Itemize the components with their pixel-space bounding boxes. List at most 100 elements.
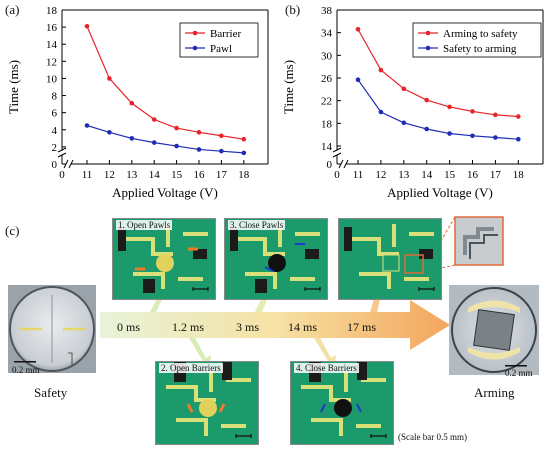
axis-break-mark	[332, 147, 342, 153]
x-tick-label: 13	[126, 169, 138, 181]
data-point	[516, 136, 521, 142]
y-tick-label: 12	[46, 56, 57, 68]
data-point	[219, 133, 224, 139]
y-tick-label: 4	[52, 125, 58, 137]
y-tick-label: 18	[46, 5, 58, 17]
data-point	[151, 117, 157, 122]
x-axis-label: Applied Voltage (V)	[387, 185, 493, 200]
data-point	[401, 120, 407, 126]
time-label-4: 17 ms	[347, 320, 377, 334]
x-tick-label: 16	[467, 169, 479, 181]
x-tick-label: 18	[238, 169, 250, 181]
legend-marker	[192, 30, 198, 36]
legend-label: Barrier	[210, 28, 241, 40]
y-tick-label: 8	[52, 91, 58, 103]
x-tick-label: 11	[82, 169, 93, 181]
data-point	[447, 104, 452, 110]
micrograph-armed	[338, 218, 442, 300]
safety-label: Safety	[34, 385, 68, 400]
data-point	[129, 100, 135, 106]
branch-arrow-4	[314, 338, 336, 368]
axis-break-mark	[338, 159, 344, 169]
x-tick-label: 14	[421, 169, 433, 181]
x-tick-label: 16	[194, 169, 206, 181]
data-point	[493, 135, 498, 140]
y-tick-label: 16	[46, 22, 58, 34]
y-tick-label: 30	[321, 50, 333, 62]
y-axis-label: Time (ms)	[281, 60, 296, 114]
x-tick-label: 15	[444, 169, 456, 181]
axis-break-mark	[57, 147, 67, 153]
data-point	[241, 150, 247, 156]
chart-b: 0 14 18 22 26 30 34 38 0 11 12 13 14 15 16 17 18 Applied …	[281, 5, 544, 200]
legend-marker	[425, 45, 431, 51]
series-line	[357, 28, 519, 118]
y-tick-label: 14	[321, 141, 333, 153]
y-tick-label: 18	[321, 118, 333, 130]
y-tick-label: 0	[52, 159, 58, 171]
micrograph-open-barriers: 2. Open Barriers	[155, 361, 259, 445]
data-point	[151, 140, 157, 145]
panel-a-letter: (a)	[5, 2, 20, 17]
legend-box	[179, 22, 259, 58]
time-label-1: 1.2 ms	[172, 320, 205, 334]
data-point	[424, 126, 429, 132]
time-label-2: 3 ms	[236, 320, 260, 334]
series-line	[86, 124, 244, 154]
y-tick-label: 34	[321, 28, 333, 40]
legend-label: Pawl	[210, 43, 232, 55]
safety-scale-text: 0.2 mm	[12, 365, 40, 375]
step-3-label: 3. Close Pawls	[228, 220, 286, 230]
micrograph-open-pawls: 1. Open Pawls	[112, 218, 216, 300]
y-axis-label: Time (ms)	[6, 60, 21, 114]
x-tick-label: 18	[513, 169, 525, 181]
y-tick-label: 14	[46, 39, 58, 51]
micrograph-close-pawls: 3. Close Pawls	[224, 218, 328, 300]
x-tick-label: 0	[59, 169, 65, 181]
data-point	[174, 125, 179, 131]
x-tick-label: 11	[353, 169, 364, 181]
timeline-arrow	[100, 300, 450, 350]
chart-a: 0 2 4 6 8 10 12 14 16 18 0 11 12 13 14 15 16 17 18 Applied …	[6, 5, 269, 200]
x-tick-label: 15	[171, 169, 183, 181]
x-tick-label: 17	[216, 169, 228, 181]
time-label-3: 14 ms	[288, 320, 318, 334]
x-axis-label: Applied Voltage (V)	[112, 185, 218, 200]
step-4-label: 4. Close Barriers	[294, 363, 359, 373]
y-tick-label: 6	[52, 108, 58, 120]
x-tick-label: 14	[149, 169, 161, 181]
branch-arrow-2	[189, 338, 211, 368]
axis-break-mark	[63, 159, 69, 169]
axis-break-mark	[343, 159, 349, 169]
legend-label: Safety to arming	[443, 43, 517, 55]
data-point	[355, 77, 361, 82]
x-tick-label: 12	[375, 169, 386, 181]
y-tick-label: 10	[46, 73, 58, 85]
legend: Arming to safety Safety to arming	[412, 22, 542, 58]
sequence-diagram	[8, 216, 539, 375]
x-tick-label: 17	[490, 169, 502, 181]
y-tick-label: 2	[52, 142, 58, 154]
panel-c-letter: (c)	[5, 223, 20, 238]
data-point	[84, 123, 90, 128]
legend-marker	[192, 45, 198, 51]
step-2-label: 2. Open Barriers	[159, 363, 223, 373]
micrograph-close-barriers: 4. Close Barriers	[290, 361, 394, 445]
scale-bar-note: (Scale bar 0.5 mm)	[398, 432, 467, 442]
data-point	[470, 109, 475, 114]
arming-label: Arming	[474, 385, 515, 400]
data-point	[424, 97, 429, 103]
data-point	[355, 26, 361, 32]
data-point	[129, 136, 135, 141]
data-point	[219, 148, 224, 154]
y-tick-label: 26	[321, 73, 333, 85]
x-tick-label: 12	[104, 169, 115, 181]
data-point	[196, 130, 202, 135]
x-tick-label: 0	[334, 169, 340, 181]
axis-break-mark	[57, 152, 67, 158]
y-tick-label: 22	[321, 96, 332, 108]
series-line	[86, 26, 244, 140]
arming-scale-text: 0.2 mm	[505, 368, 533, 378]
data-point	[107, 76, 112, 81]
step-1-label: 1. Open Pawls	[116, 220, 173, 230]
